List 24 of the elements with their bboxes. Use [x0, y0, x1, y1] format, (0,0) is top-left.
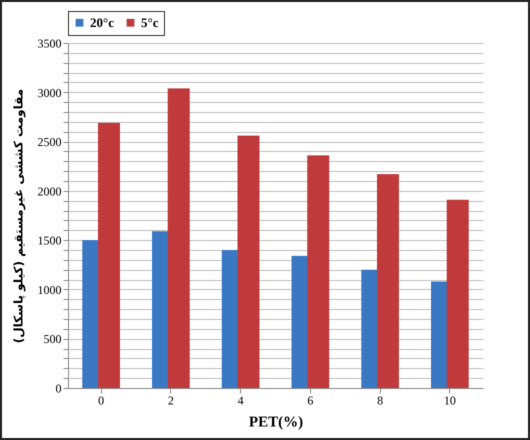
x-tick-label: 8 [377, 394, 384, 408]
bar [237, 136, 260, 388]
y-tick-label: 1000 [38, 282, 62, 297]
legend-label: 5°c [141, 14, 159, 30]
y-tick-label: 2000 [38, 184, 62, 198]
y-tick-label: 3000 [38, 86, 62, 100]
x-tick-label: 0 [98, 394, 104, 408]
y-tick-label: 0 [56, 382, 62, 396]
x-axis-title: PET(%) [248, 414, 304, 430]
y-tick-label: 2500 [38, 135, 62, 150]
x-tick-label: 10 [444, 394, 456, 408]
x-tick-label: 4 [238, 394, 244, 408]
bar [376, 174, 399, 388]
legend-label: 20°c [90, 14, 114, 30]
bar [446, 200, 469, 388]
bar [168, 88, 190, 388]
x-tick-label: 6 [307, 394, 314, 408]
bar [307, 155, 330, 388]
bar [98, 122, 120, 388]
y-tick-label: 3500 [38, 36, 62, 50]
y-tick-label: 1500 [38, 234, 62, 248]
y-tick-label: 500 [44, 332, 62, 346]
y-axis-title: مقاومت کششی غیرمستقیم (کیلو پاسکال) [12, 88, 26, 344]
x-tick-label: 2 [168, 394, 174, 408]
